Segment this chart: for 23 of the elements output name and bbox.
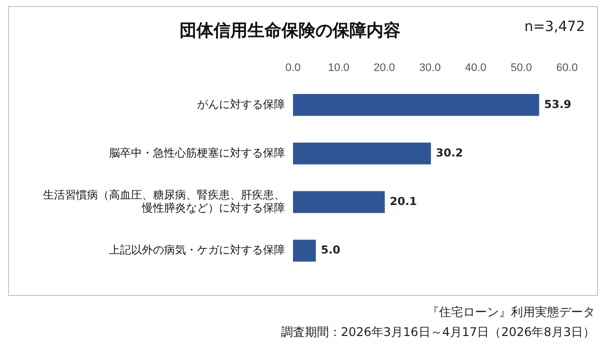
text: n=3,472 [524,19,585,35]
data-label: 5.0 [320,244,341,257]
data-label: 30.2 [436,146,464,160]
bar [293,94,540,116]
bar [293,191,385,214]
chart-title: 団体信用生命保険の保障内容 [180,20,400,40]
x-tick-label: 30.0 [419,62,441,74]
y-tick-label: 脳卒中・急性心筋梗塞に対する保障 [109,146,285,160]
text: 『住宅ローン』利用実態データ [426,304,595,321]
x-tick-label: 10.0 [328,62,350,74]
x-tick-label: 20.0 [374,62,396,74]
y-tick-label: 生活習慣病（高血圧、糖尿病、腎疾患、肝疾患、慢性膵炎など）に対する保障 [43,188,285,215]
x-tick-label: 50.0 [510,62,532,74]
bar [293,240,316,262]
y-tick-label: 上記以外の病気・ケガに対する保障 [109,244,285,257]
data-label: 53.9 [544,98,572,111]
bar [293,142,431,164]
y-tick-label: がんに対する保障 [197,98,285,111]
x-tick-label: 40.0 [464,62,486,74]
data-label: 20.1 [390,194,417,208]
text: 調査期間：2026年3月16日～4月17日（2026年8月3日） [280,324,595,341]
x-tick-label: 0.0 [285,62,301,74]
x-tick-label: 60.0 [556,62,578,74]
